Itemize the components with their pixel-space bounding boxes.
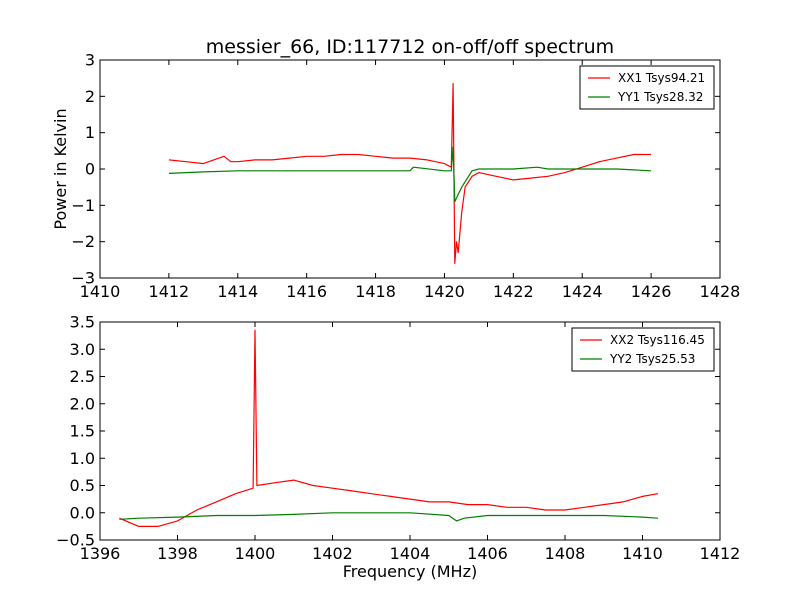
y-tick-label: −0.5: [56, 531, 95, 550]
chart-title: messier_66, ID:117712 on-off/off spectru…: [206, 36, 614, 58]
legend-label: XX1 Tsys94.21: [618, 71, 705, 85]
legend: XX1 Tsys94.21 YY1 Tsys28.32: [579, 65, 715, 110]
y-tick-label: 3: [85, 51, 95, 70]
x-tick-label: 1404: [390, 544, 431, 563]
y-tick-label: 0: [85, 160, 95, 179]
top-panel: 1410 1412 1414 1416 1418 1420 1422 1424 1426 1428…: [51, 51, 740, 302]
legend: XX2 Tsys116.45 YY2 Tsys25.53: [571, 327, 715, 372]
x-tick-label: 1428: [700, 282, 741, 301]
x-tick-label: 1426: [631, 282, 672, 301]
x-tick-label: 1412: [149, 282, 190, 301]
legend-label: YY1 Tsys28.32: [617, 90, 703, 104]
series-line-yy: [119, 512, 659, 522]
y-axis-label: Power in Kelvin: [51, 108, 70, 229]
x-tick-label: 1422: [493, 282, 534, 301]
legend-box: [579, 65, 715, 110]
x-tick-label: 1400: [235, 544, 276, 563]
x-tick-label: 1406: [467, 544, 508, 563]
series-line-yy: [168, 146, 652, 203]
legend-label: YY2 Tsys25.53: [609, 352, 695, 366]
legend-box: [571, 327, 715, 372]
y-tick-label: 3.0: [70, 340, 95, 359]
y-tick-label: 0.0: [70, 503, 95, 522]
x-axis-label: Frequency (MHz): [343, 562, 477, 581]
series-line-xx: [168, 82, 652, 265]
legend-label: XX2 Tsys116.45: [610, 333, 705, 347]
x-tick-label: 1414: [217, 282, 258, 301]
y-tick-label: 2.0: [70, 394, 95, 413]
y-tick-label: −3: [71, 269, 95, 288]
series-group: [119, 329, 659, 528]
series-group: [168, 82, 652, 265]
x-tick-label: 1408: [545, 544, 586, 563]
y-tick-label: 2: [85, 87, 95, 106]
y-tick-label: −2: [71, 232, 95, 251]
y-tick-label: −1: [71, 196, 95, 215]
x-tick-label: 1410: [80, 282, 121, 301]
x-tick-label: 1412: [700, 544, 741, 563]
y-tick-label: 0.5: [70, 476, 95, 495]
x-tick-label: 1402: [312, 544, 353, 563]
x-tick-label: 1410: [622, 544, 663, 563]
x-tick-label: 1420: [424, 282, 465, 301]
y-tick-label: 1.0: [70, 449, 95, 468]
series-line-xx: [119, 329, 659, 528]
y-tick-label: 3.5: [70, 313, 95, 332]
x-tick-label: 1418: [355, 282, 396, 301]
y-tick-label: 1: [85, 123, 95, 142]
y-tick-label: 2.5: [70, 367, 95, 386]
x-tick-label: 1398: [157, 544, 198, 563]
x-tick-label: 1424: [562, 282, 603, 301]
x-tick-label: 1396: [80, 544, 121, 563]
y-tick-label: 1.5: [70, 422, 95, 441]
x-tick-label: 1416: [286, 282, 327, 301]
bottom-panel: 1396 1398 1400 1402 1404 1406 1408 1410 1412 −0.5…: [56, 313, 740, 582]
